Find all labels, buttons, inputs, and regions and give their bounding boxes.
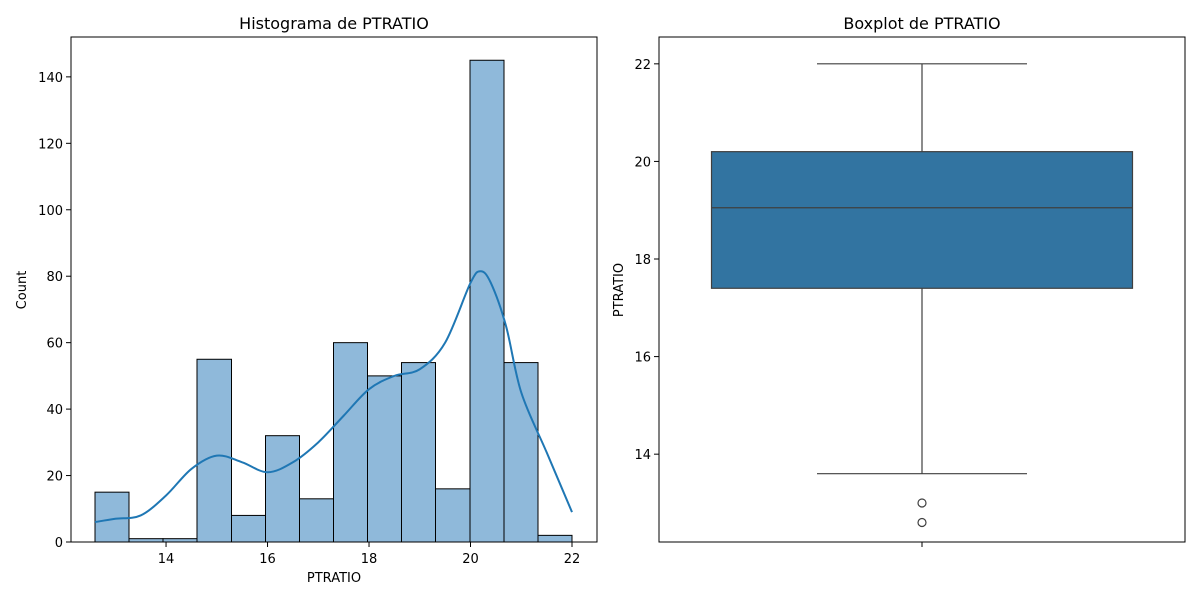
- y-tick-label: 120: [38, 137, 63, 152]
- x-tick-label: 16: [259, 552, 276, 567]
- histogram-bar: [265, 435, 301, 543]
- kde-curve: [94, 270, 573, 524]
- histogram-frame: [70, 36, 598, 543]
- boxplot-y-label: PTRATIO: [612, 263, 627, 317]
- histogram-panel: Histograma de PTRATIO 14 16 18 20 22 0 20 40 60…: [15, 14, 598, 586]
- boxplot-panel: Boxplot de PTRATIO 14 16 18 20 22 PTRATIO: [612, 14, 1186, 547]
- y-tick-label: 80: [46, 270, 63, 285]
- histogram-bar: [299, 498, 335, 543]
- histogram-bar: [231, 514, 267, 543]
- histogram-title: Histograma de PTRATIO: [239, 14, 429, 33]
- histogram-bars: [94, 59, 573, 543]
- y-tick-label: 14: [634, 448, 651, 463]
- y-tick-label: 20: [634, 155, 651, 170]
- boxplot-title: Boxplot de PTRATIO: [843, 14, 1000, 33]
- y-tick-label: 20: [46, 470, 63, 485]
- histogram-y-label: Count: [15, 271, 30, 310]
- boxplot-body: [710, 63, 1134, 528]
- y-tick-label: 140: [38, 71, 63, 86]
- x-tick-label: 22: [564, 552, 581, 567]
- histogram-bar: [333, 342, 368, 543]
- y-tick-label: 22: [634, 58, 651, 73]
- y-tick-label: 16: [634, 351, 651, 366]
- y-tick-label: 40: [46, 403, 63, 418]
- x-tick-label: 18: [361, 552, 378, 567]
- outlier-point: [917, 498, 927, 508]
- histogram-bar: [434, 488, 471, 543]
- histogram-y-ticks: 0 20 40 60 80 100 120 140: [38, 71, 71, 551]
- y-tick-label: 60: [46, 337, 63, 352]
- iqr-box: [710, 151, 1134, 289]
- outlier-point: [917, 517, 927, 528]
- histogram-bar: [400, 362, 436, 543]
- histogram-x-label: PTRATIO: [307, 571, 361, 586]
- x-tick-label: 20: [462, 552, 479, 567]
- y-tick-label: 100: [38, 204, 63, 219]
- x-tick-label: 14: [158, 552, 175, 567]
- histogram-bar: [366, 375, 402, 543]
- histogram-bar: [94, 491, 130, 543]
- histogram-bar: [196, 358, 233, 543]
- histogram-x-ticks: 14 16 18 20 22: [158, 542, 581, 567]
- histogram-bar: [537, 534, 573, 543]
- boxplot-y-ticks: 14 16 18 20 22: [634, 58, 659, 463]
- y-tick-label: 0: [55, 536, 63, 551]
- y-tick-label: 18: [634, 253, 651, 268]
